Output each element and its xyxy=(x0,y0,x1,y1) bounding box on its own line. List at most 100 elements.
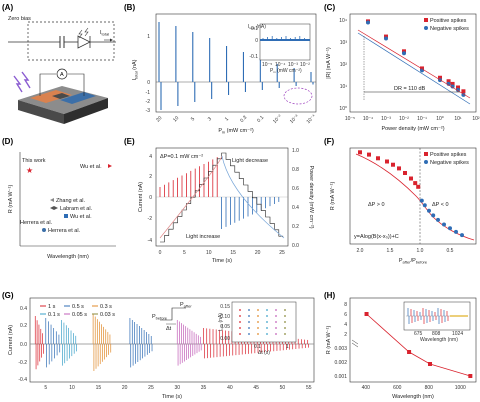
panel-e-label: (E) xyxy=(124,137,135,146)
point-positive xyxy=(413,181,418,186)
panel-d: (D) This work ★ Wu et al. Zhang et al. L… xyxy=(2,137,116,260)
svg-text:-0.1: -0.1 xyxy=(249,54,258,60)
panel-a-label: (A) xyxy=(2,3,13,12)
x-tick: 10⁻² xyxy=(272,113,283,124)
y-ticks: 4 2 0 -2 -4 xyxy=(148,154,153,244)
panel-b-label: (B) xyxy=(124,3,135,12)
x-ticks: 10⁻⁵ 10⁻⁴ 10⁻³ 10⁻² 10⁻¹ 10⁰ 10¹ 10² xyxy=(345,116,480,122)
inset-point xyxy=(248,327,250,329)
x-tick: 10⁻⁵ xyxy=(345,116,355,122)
inset-point xyxy=(266,327,268,329)
inset-point xyxy=(257,315,259,317)
point-positive xyxy=(397,166,401,171)
svg-text:Positive spikes: Positive spikes xyxy=(430,18,467,24)
inset-point xyxy=(248,321,250,323)
svg-text:4: 4 xyxy=(149,154,152,160)
y-ticks: 8 6 4 2 0.003 0.002 0.001 xyxy=(334,302,347,380)
svg-text:675: 675 xyxy=(414,331,423,337)
svg-text:-0.4: -0.4 xyxy=(18,377,27,383)
x-tick: 55 xyxy=(306,385,312,391)
x-tick: 0.1 xyxy=(256,115,265,124)
svg-text:808: 808 xyxy=(432,331,441,337)
svg-text:Positive spikes: Positive spikes xyxy=(430,152,467,158)
inset-point xyxy=(266,309,268,311)
x-tick: 15 xyxy=(96,385,102,391)
panel-g: (G) 1 s 0.5 s 0.3 s 0.1 s 0.05 s 0.03 s … xyxy=(2,291,315,400)
x-tick: 10 xyxy=(206,250,212,256)
svg-text:8: 8 xyxy=(344,302,347,308)
inset-point xyxy=(239,315,241,317)
x-tick: 10⁻⁴ xyxy=(306,114,318,126)
point-negative xyxy=(448,226,452,231)
x-ticks: 5 10 15 20 25 30 35 40 45 50 55 xyxy=(44,385,311,391)
point-positive xyxy=(367,152,371,157)
plot-frame xyxy=(29,297,315,383)
power-density-step xyxy=(160,152,284,243)
ref-herrera-1: Herrera et al. xyxy=(20,220,53,226)
ref-marker-2 xyxy=(50,198,54,202)
x-tick: 10 xyxy=(172,115,180,123)
x-axis-label: Power density (mW cm⁻²) xyxy=(381,126,444,132)
svg-text:-2: -2 xyxy=(146,99,151,105)
inset-point xyxy=(266,321,268,323)
point-negative xyxy=(402,51,406,56)
legend: 1 s 0.5 s 0.3 s 0.1 s 0.05 s 0.03 s xyxy=(40,304,115,318)
svg-text:2: 2 xyxy=(344,332,347,338)
panel-g-label: (G) xyxy=(2,291,14,300)
inset-x-label: Δt (s) xyxy=(258,350,270,356)
x-tick: 10⁰ xyxy=(436,116,444,122)
point-positive xyxy=(416,184,421,189)
inset-x-label: Wavelength (nm) xyxy=(420,337,458,343)
bars-group xyxy=(158,22,314,110)
ref-wu-2: Wu et al. xyxy=(70,214,92,220)
point-positive xyxy=(438,75,442,80)
svg-text:2: 2 xyxy=(149,174,152,180)
point-negative xyxy=(427,208,431,213)
x-tick: 50 xyxy=(280,385,286,391)
inset-x-label: Pin (mW cm⁻²) xyxy=(270,68,302,74)
x-tick: 40 xyxy=(227,385,233,391)
panel-h-label: (H) xyxy=(324,291,335,300)
inset-point xyxy=(284,315,286,317)
light-decrease-label: Light decrease xyxy=(232,158,268,164)
x-tick: 0.3 xyxy=(239,115,248,124)
svg-text:0: 0 xyxy=(255,38,258,44)
y-ticks: 1 0 -1 -2 -3 xyxy=(146,34,151,114)
point-negative xyxy=(460,233,464,238)
inset-point xyxy=(275,309,277,311)
point-negative xyxy=(366,20,370,25)
x-tick: 45 xyxy=(253,385,259,391)
svg-text:0.002: 0.002 xyxy=(334,360,347,366)
x-tick: 15 xyxy=(230,250,236,256)
svg-text:10¹: 10¹ xyxy=(340,84,348,90)
x-tick: 20 xyxy=(155,115,163,123)
svg-text:0.0: 0.0 xyxy=(292,243,299,249)
svg-text:1024: 1024 xyxy=(452,331,463,337)
delta-p-label: ΔP=0.1 mW cm⁻² xyxy=(160,154,203,160)
svg-text:10³: 10³ xyxy=(340,40,348,46)
inset-point xyxy=(239,327,241,329)
p-before-label: Pbefore xyxy=(152,314,168,321)
svg-text:0.15: 0.15 xyxy=(220,304,230,310)
inset-point xyxy=(266,315,268,317)
point-positive xyxy=(446,79,451,84)
svg-text:0.1: 0.1 xyxy=(251,26,258,32)
inset-h: 675 808 1024 Wavelength (nm) xyxy=(403,301,471,343)
x-tick: 400 xyxy=(362,385,371,391)
svg-text:0.5 s: 0.5 s xyxy=(72,304,84,310)
x-tick: 600 xyxy=(393,385,402,391)
svg-text:0.4: 0.4 xyxy=(292,205,299,211)
point-positive xyxy=(391,162,395,167)
inset-g: 0.15 0.10 0.05 0.00 0.1 1 Δt (s) Itotal … xyxy=(218,301,297,356)
svg-text:0.10: 0.10 xyxy=(220,314,230,320)
svg-text:0.00: 0.00 xyxy=(220,336,230,342)
p-after-label: Pafter xyxy=(180,302,192,309)
svg-text:0.003: 0.003 xyxy=(334,346,347,352)
panel-e: (E) 4 2 0 -2 -4 1.0 0.8 0.6 0.4 0.2 0.0 … xyxy=(124,137,314,264)
point-negative xyxy=(431,213,436,218)
diode-icon xyxy=(77,35,91,49)
light-increase-label: Light increase xyxy=(186,234,220,240)
x-tick: 25 xyxy=(279,250,285,256)
y-axis-label: Current (nA) xyxy=(8,325,14,355)
point-positive xyxy=(403,171,407,175)
